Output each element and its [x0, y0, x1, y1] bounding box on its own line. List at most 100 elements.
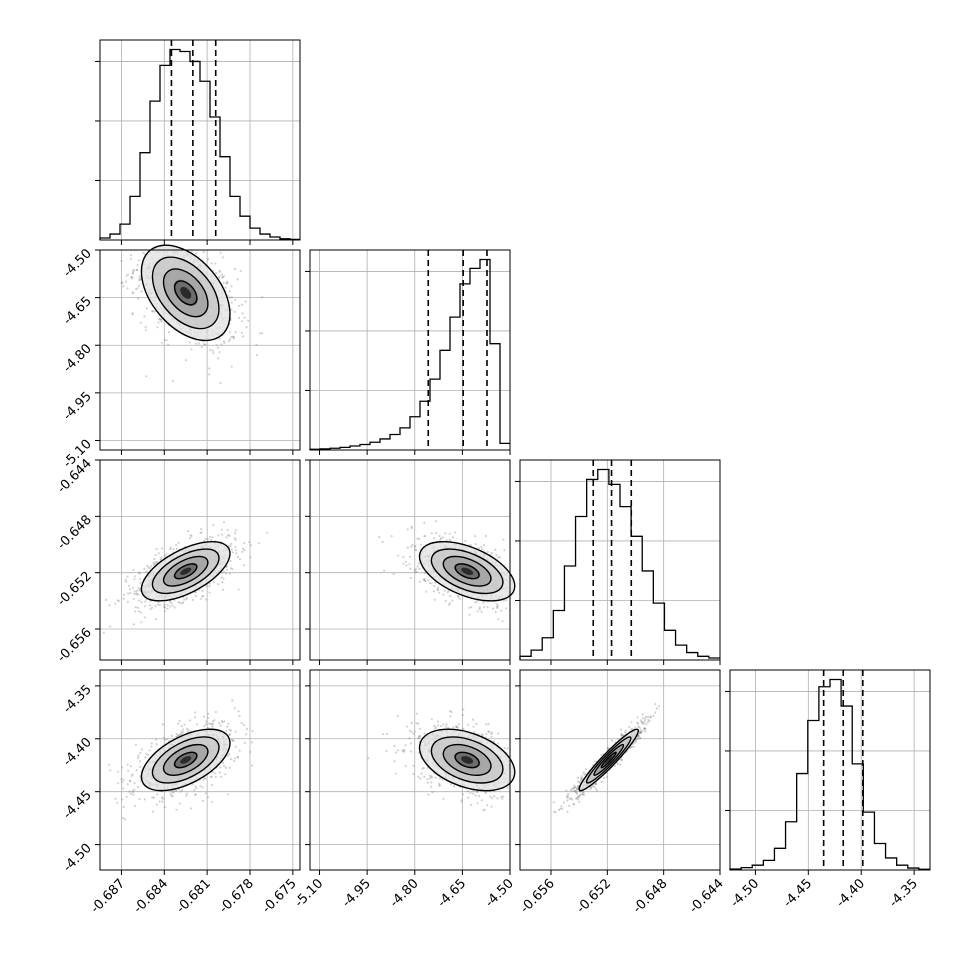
- sample-point: [211, 723, 214, 726]
- sample-point: [448, 602, 452, 605]
- sample-point: [461, 793, 464, 796]
- sample-point: [139, 278, 142, 281]
- sample-point: [573, 790, 576, 793]
- sample-point: [203, 725, 206, 728]
- sample-point: [455, 725, 458, 728]
- sample-point: [241, 335, 245, 338]
- sample-point: [496, 605, 499, 608]
- contour-line: [140, 540, 231, 602]
- sample-point: [212, 352, 215, 355]
- sample-point: [432, 590, 435, 593]
- sample-point: [194, 785, 197, 788]
- sample-point: [204, 537, 207, 540]
- sample-point: [240, 303, 244, 306]
- sample-point: [177, 601, 180, 604]
- sample-point: [472, 792, 475, 795]
- contour-line: [173, 563, 198, 580]
- sample-point: [481, 733, 484, 736]
- sample-point: [218, 275, 221, 278]
- sample-point: [578, 780, 581, 784]
- sample-point: [411, 543, 414, 546]
- sample-point: [435, 520, 438, 523]
- sample-point: [121, 781, 124, 784]
- sample-point: [490, 732, 493, 735]
- sample-point: [490, 731, 494, 734]
- sample-point: [122, 285, 125, 288]
- sample-point: [116, 801, 119, 804]
- sample-point: [163, 603, 166, 606]
- sample-point: [191, 598, 194, 602]
- sample-point: [501, 797, 504, 800]
- contour-line: [173, 280, 198, 306]
- sample-point: [496, 606, 499, 610]
- sample-point: [378, 536, 381, 539]
- sample-point: [200, 528, 203, 531]
- sample-point: [226, 568, 229, 571]
- sample-point: [600, 780, 603, 784]
- sample-point: [131, 773, 134, 776]
- sample-point: [188, 719, 192, 722]
- sample-point: [193, 788, 196, 792]
- sample-point: [154, 554, 157, 557]
- sample-point: [577, 785, 580, 788]
- sample-point: [125, 274, 128, 277]
- sample-point: [156, 326, 159, 329]
- sample-point: [215, 271, 218, 275]
- sample-point: [451, 599, 454, 602]
- sample-point: [120, 259, 123, 262]
- sample-point: [455, 725, 458, 729]
- sample-point: [211, 725, 214, 728]
- sample-point: [466, 790, 469, 793]
- sample-point: [209, 348, 212, 352]
- sample-point: [227, 294, 230, 297]
- sample-point: [137, 610, 140, 613]
- sample-point: [495, 553, 498, 557]
- sample-point: [476, 610, 479, 613]
- sample-point: [558, 809, 561, 812]
- sample-point: [223, 341, 226, 344]
- sample-point: [137, 593, 140, 596]
- sample-point: [125, 580, 128, 583]
- sample-point: [434, 532, 438, 535]
- sample-point: [170, 734, 173, 737]
- sample-point: [195, 342, 198, 345]
- sample-point: [418, 727, 421, 730]
- sample-point: [493, 795, 496, 798]
- sample-point: [437, 586, 440, 590]
- sample-point: [219, 775, 223, 778]
- sample-point: [482, 601, 485, 604]
- sample-point: [131, 271, 135, 274]
- sample-point: [180, 730, 183, 733]
- sample-point: [498, 556, 502, 559]
- sample-point: [210, 262, 213, 265]
- sample-point: [221, 581, 224, 584]
- sample-point: [630, 721, 633, 724]
- sample-point: [581, 793, 584, 796]
- sample-point: [230, 567, 233, 570]
- sample-point: [156, 560, 159, 564]
- sample-point: [438, 777, 441, 780]
- sample-point: [152, 563, 156, 566]
- sample-point: [140, 748, 143, 751]
- sample-point: [214, 262, 217, 265]
- sample-point: [136, 786, 140, 789]
- sample-point: [434, 581, 437, 584]
- sample-point: [218, 270, 221, 273]
- sample-point: [226, 725, 229, 728]
- sample-point: [145, 307, 148, 310]
- sample-point: [224, 773, 227, 776]
- sample-point: [221, 533, 224, 536]
- sample-point: [139, 611, 143, 614]
- sample-point: [133, 804, 137, 808]
- sample-point: [131, 292, 134, 295]
- sample-point: [502, 538, 505, 541]
- sample-point: [195, 787, 198, 790]
- sample-point: [467, 796, 470, 799]
- sample-point: [206, 538, 209, 541]
- sample-point: [167, 331, 171, 334]
- sample-point: [160, 556, 163, 559]
- sample-point: [249, 556, 252, 559]
- sample-point: [183, 598, 186, 601]
- contour-line: [140, 728, 231, 792]
- sample-point: [415, 722, 418, 725]
